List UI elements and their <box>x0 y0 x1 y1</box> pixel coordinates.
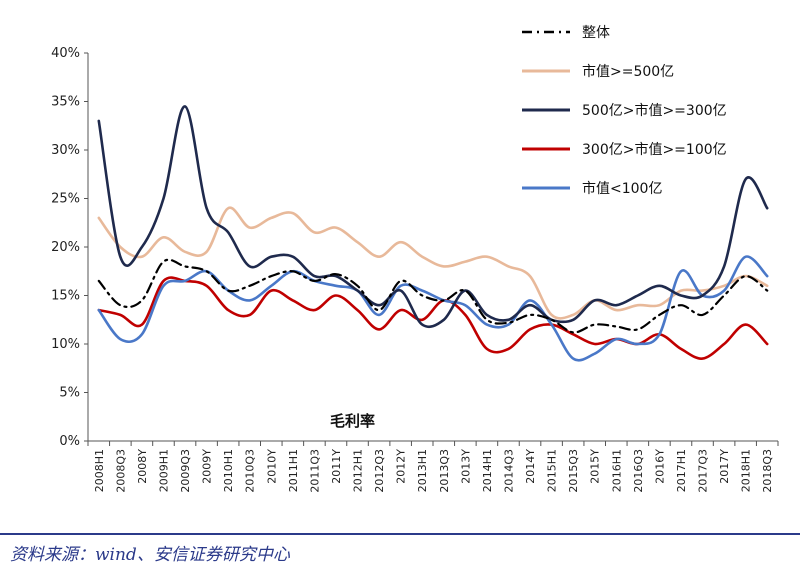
y-tick-label: 35% <box>51 95 80 110</box>
source-divider <box>0 533 800 535</box>
x-tick-label: 2010Y <box>265 449 278 484</box>
x-tick-label: 2018Q3 <box>761 449 774 493</box>
x-tick-label: 2014Y <box>524 449 537 484</box>
x-tick-label: 2013Q3 <box>438 449 451 493</box>
legend-label: 300亿>市值>=100亿 <box>582 141 727 158</box>
series-line-1: 市值>=500亿 <box>97 206 769 320</box>
x-tick-label: 2018H1 <box>740 449 753 492</box>
chart-annotation: 毛利率 <box>330 412 375 430</box>
series-line-0: 整体 <box>97 258 769 334</box>
x-tick-label: 2016Q3 <box>632 449 645 493</box>
x-tick-label: 2010H1 <box>222 449 235 492</box>
x-tick-label: 2011Y <box>330 449 343 484</box>
x-tick-label: 2013H1 <box>416 449 429 492</box>
x-tick-label: 2015Y <box>589 449 602 484</box>
legend-label: 市值<100亿 <box>582 180 662 197</box>
x-tick-label: 2008H1 <box>93 449 106 492</box>
legend-label: 市值>=500亿 <box>582 63 674 80</box>
x-tick-label: 2008Y <box>136 449 149 484</box>
y-tick-label: 25% <box>51 192 80 207</box>
x-tick-label: 2017Y <box>718 449 731 484</box>
x-tick-label: 2010Q3 <box>244 449 257 493</box>
y-tick-labels: 0% 5% 10% 15% 20% 25% 30% 35% 40% <box>51 46 80 449</box>
x-tick-label: 2012Y <box>395 449 408 484</box>
x-tick-labels: 2008H1 2008Q3 2008Y 2009H1 2009Q3 2009Y 2010H1… <box>93 449 774 493</box>
series-line-2: 500亿>市值>=300亿 <box>97 105 769 329</box>
x-tick-label: 2015H1 <box>546 449 559 492</box>
x-tick-label: 2013Y <box>459 449 472 484</box>
x-tick-label: 2014H1 <box>481 449 494 492</box>
legend-label: 500亿>市值>=300亿 <box>582 102 727 119</box>
y-tick-label: 0% <box>59 434 80 449</box>
x-tick-label: 2012Q3 <box>373 449 386 493</box>
x-tick-label: 2017H1 <box>675 449 688 492</box>
y-tick-label: 30% <box>51 143 80 158</box>
y-tick-label: 20% <box>51 240 80 255</box>
x-tick-label: 2016H1 <box>610 449 623 492</box>
x-tick-label: 2008Q3 <box>114 449 127 493</box>
y-tick-label: 15% <box>51 289 80 304</box>
y-tick-label: 10% <box>51 337 80 352</box>
x-tick-label: 2015Q3 <box>567 449 580 493</box>
series-lines: 市值>=500亿300亿>市值>=100亿市值<100亿500亿>市值>=300… <box>97 105 769 362</box>
chart-axes <box>84 52 779 446</box>
x-tick-label: 2009Y <box>201 449 214 484</box>
y-tick-label: 40% <box>51 46 80 61</box>
series-line-3: 300亿>市值>=100亿 <box>97 276 769 360</box>
y-tick-label: 5% <box>59 386 80 401</box>
source-note: 资料来源：wind、安信证券研究中心 <box>10 545 290 565</box>
line-chart: 0%5%10%15%20%25%30%35%40% 2008H1 2008Q3 20… <box>51 25 779 493</box>
x-tick-label: 2014Q3 <box>502 449 515 493</box>
x-tick-label: 2016Y <box>653 449 666 484</box>
x-tick-label: 2012H1 <box>352 449 365 492</box>
x-tick-label: 2011Q3 <box>308 449 321 493</box>
x-tick-label: 2009Q3 <box>179 449 192 493</box>
x-tick-label: 2017Q3 <box>697 449 710 493</box>
legend-label: 整体 <box>582 25 610 41</box>
x-tick-label: 2011H1 <box>287 449 300 492</box>
x-tick-label: 2009H1 <box>157 449 170 492</box>
